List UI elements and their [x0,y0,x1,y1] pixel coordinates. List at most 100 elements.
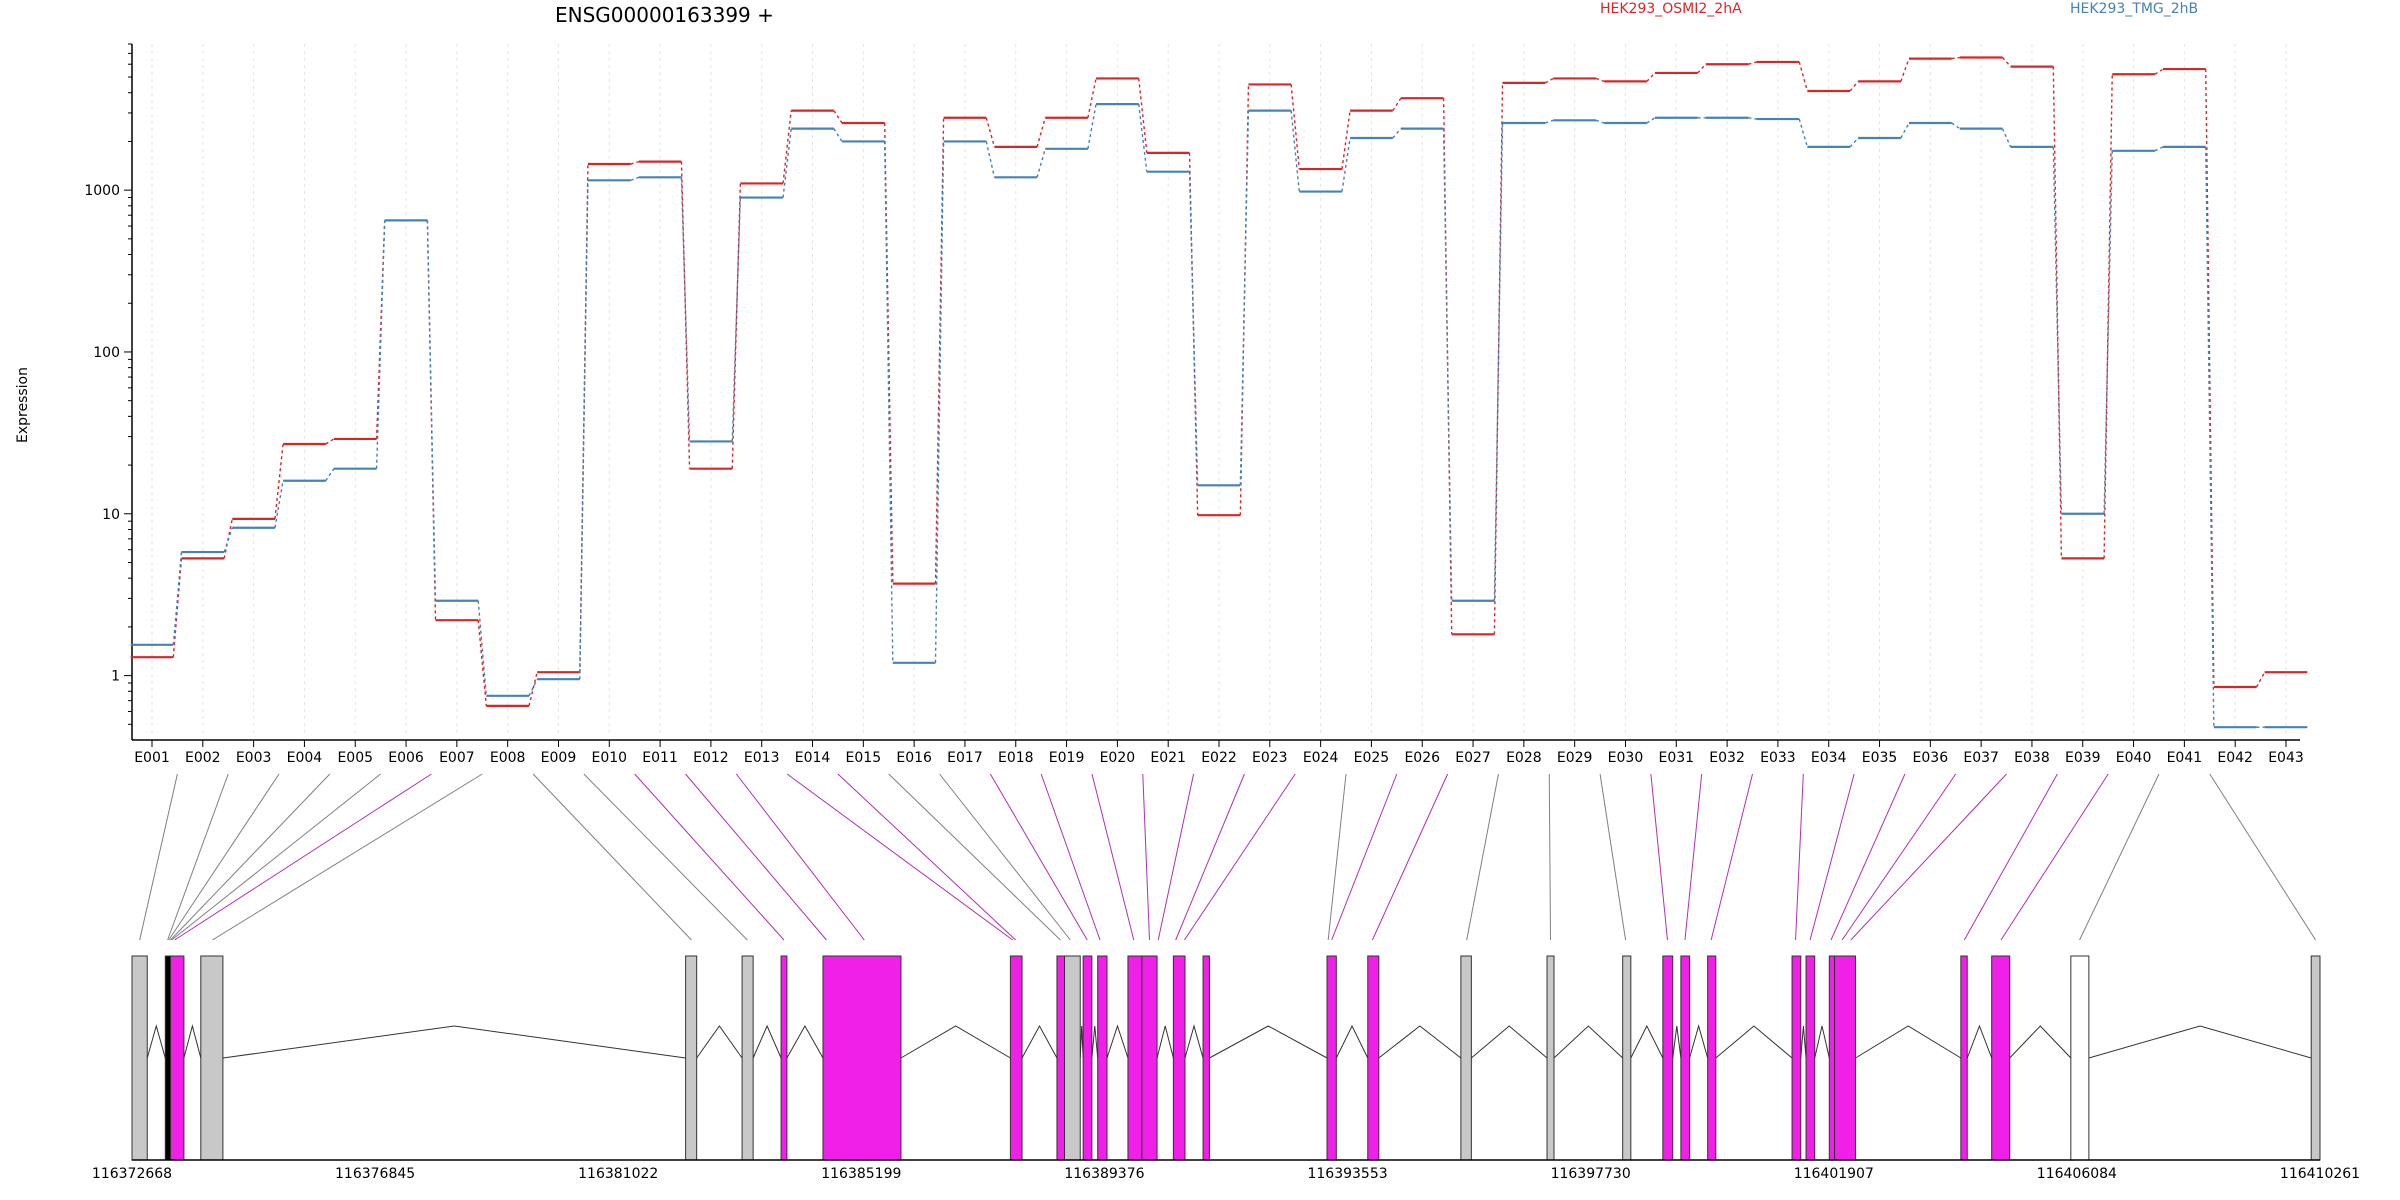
exon-link-line [1183,773,1296,941]
x-tick-label-e015: E015 [846,750,882,766]
gene-model [131,955,2321,1161]
exon-link-line [1466,773,1499,941]
series-transition [1341,110,1351,170]
x-tick-label-e026: E026 [1404,750,1440,766]
x-tick-label-e040: E040 [2116,750,2152,766]
intron-connector [1689,1024,1709,1059]
series-transition [477,620,488,706]
exon-link-line [1327,773,1347,941]
exon-block [170,955,185,1161]
exon-block [1707,955,1717,1161]
exon-link-line [168,773,280,941]
exon-block [780,955,788,1161]
exon-link-line [2000,773,2109,941]
x-tick-label-e018: E018 [998,750,1034,766]
intron-connector [1335,1024,1369,1059]
series-transition [934,141,945,663]
genomic-coordinate-axis: 116372668 116376845 116381022 116385199 1163… [92,1159,2360,1182]
exon-block [1546,955,1555,1161]
series-transition [1595,77,1605,83]
x-tick-label-e036: E036 [1913,750,1949,766]
x-tick-label-e028: E028 [1506,750,1542,766]
y-tick-label: 100 [93,345,120,361]
coordinate-label: 116393553 [1307,1166,1387,1182]
x-tick-label-e009: E009 [541,750,577,766]
series-transition [1849,80,1859,92]
series-transition [1036,148,1046,178]
series-transition [2205,146,2215,728]
exon-link-line [1850,773,2007,941]
x-tick-label-e014: E014 [795,750,831,766]
exon-block [1834,955,1856,1161]
exon-link-line [735,773,865,941]
x-tick-label-e001: E001 [134,750,170,766]
series-transition [1138,78,1148,153]
series-transition [1900,58,1910,82]
intron-connector [1106,1024,1129,1059]
exon-block [1064,955,1081,1161]
series-transition [274,480,284,528]
exon-link-lines [139,773,2316,941]
x-tick-label-e012: E012 [693,750,729,766]
exon-link-line [685,773,827,941]
x-tick-label-e003: E003 [236,750,272,766]
exon-link-line [532,773,692,941]
series-transition [1646,117,1656,124]
exon-block [164,955,172,1161]
series-transition [325,468,335,482]
exon-block [1172,955,1186,1161]
x-tick-label-e032: E032 [1709,750,1745,766]
exon-block [1009,955,1023,1161]
exon-link-line [170,773,331,941]
series-tmg [130,103,2308,729]
series-transition [1798,118,1809,148]
exon-block [1680,955,1691,1161]
exon-block [200,955,224,1161]
exon-link-line [1684,773,1703,941]
coordinate-label: 116389376 [1064,1166,1144,1182]
coordinate-label: 116385199 [821,1166,901,1182]
x-tick-label-e029: E029 [1557,750,1593,766]
intron-connector [1553,1025,1624,1059]
series-transition [1290,110,1300,192]
coordinate-label: 116401907 [1794,1166,1874,1182]
exon-link-line [1795,773,1804,941]
x-tick-label-e011: E011 [642,750,678,766]
x-tick-label-e041: E041 [2167,750,2203,766]
series-transition [630,160,639,165]
x-tick-label-e010: E010 [591,750,627,766]
series-transition [782,128,792,198]
series-transition [833,128,843,142]
exon-block [1082,955,1093,1161]
x-tick-label-e022: E022 [1201,750,1237,766]
x-tick-label-e019: E019 [1049,750,1085,766]
exon-link-line [1157,773,1195,941]
series-transition [2052,146,2063,514]
series-transition [883,141,894,663]
series-transition [1544,119,1554,124]
series-transition [985,117,996,148]
exon-link-line [837,773,1016,941]
series-transition [172,558,183,658]
x-tick-label-e020: E020 [1100,750,1136,766]
x-tick-label-e017: E017 [947,750,983,766]
series-transition [1798,61,1809,92]
series-transition [579,180,589,680]
series-transition [1036,117,1046,148]
intron-connector [1855,1025,1962,1059]
series-transition [1239,110,1250,486]
series-transition [1595,119,1605,124]
series-transition [782,110,792,184]
series-transition [172,552,183,645]
series-transition [1493,82,1504,635]
series-transition [1138,104,1148,172]
intron-connector [1814,1025,1830,1059]
x-tick-label-e013: E013 [744,750,780,766]
coordinate-label: 116372668 [92,1166,172,1182]
exon-block [1991,955,2011,1161]
exon-link-line [2079,773,2160,941]
y-axis-label: Expression [15,367,31,443]
intron-connector [1672,1025,1682,1059]
series-transition [1697,63,1707,74]
x-tick-label-e031: E031 [1658,750,1694,766]
